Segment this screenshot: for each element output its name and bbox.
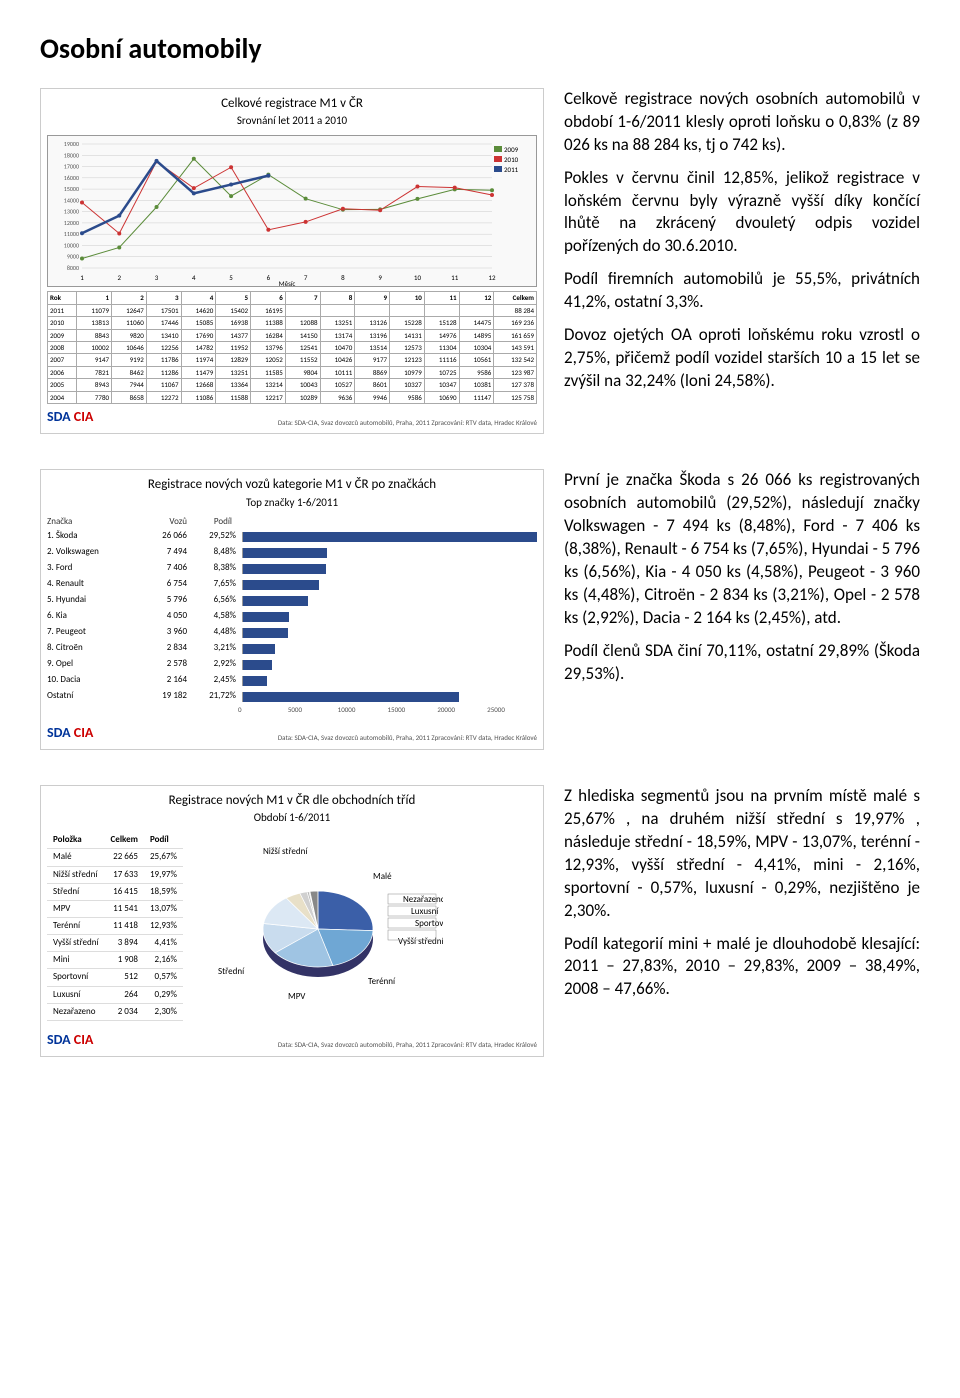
svg-text:13000: 13000 bbox=[64, 208, 79, 216]
svg-text:Terénní: Terénní bbox=[368, 976, 396, 987]
svg-text:18000: 18000 bbox=[64, 151, 79, 159]
text-column-3: Z hlediska segmentů jsou na prvním místě… bbox=[564, 785, 920, 1011]
bar-row: 1. Škoda 26 066 29,52% bbox=[47, 529, 537, 545]
para-8: Podíl kategorií mini + malé je dlouhodob… bbox=[564, 933, 920, 1002]
svg-text:2011: 2011 bbox=[504, 165, 519, 174]
svg-text:5: 5 bbox=[229, 273, 233, 282]
bar-header: Značka Vozů Podíl bbox=[47, 516, 537, 528]
para-4: Dovoz ojetých OA oproti loňskému roku vz… bbox=[564, 324, 920, 393]
svg-text:14000: 14000 bbox=[64, 197, 79, 205]
text-column-2: První je značka Škoda s 26 066 ks regist… bbox=[564, 469, 920, 695]
pie-chart-svg: Nižší střední Malé NezařazenoLuxusníSporto… bbox=[193, 834, 443, 1014]
bar-row: 2. Volkswagen 7 494 8,48% bbox=[47, 545, 537, 561]
fig1-credit: Data: SDA-CIA, Svaz dovozců automobilů, … bbox=[278, 418, 537, 427]
fig2-title: Registrace nových vozů kategorie M1 v ČR… bbox=[47, 476, 537, 494]
bar-row: 5. Hyundai 5 796 6,56% bbox=[47, 593, 537, 609]
svg-text:10: 10 bbox=[414, 273, 422, 282]
svg-text:17000: 17000 bbox=[64, 163, 79, 171]
fig3-subtitle: Období 1-6/2011 bbox=[47, 811, 537, 826]
para-7: Z hlediska segmentů jsou na prvním místě… bbox=[564, 785, 920, 923]
pie-wrap: PoložkaCelkemPodílMalé22 66525,67%Nižší … bbox=[47, 832, 537, 1021]
para-1: Celkově registrace nových osobních autom… bbox=[564, 88, 920, 157]
fig3-credit: Data: SDA-CIA, Svaz dovozců automobilů, … bbox=[278, 1040, 537, 1049]
fig2-subtitle: Top značky 1-6/2011 bbox=[47, 496, 537, 511]
svg-text:Střední: Střední bbox=[218, 966, 245, 977]
fig3-title: Registrace nových M1 v ČR dle obchodních… bbox=[47, 792, 537, 810]
svg-text:MPV: MPV bbox=[288, 991, 306, 1002]
svg-text:10000: 10000 bbox=[64, 242, 79, 250]
bar-row: 3. Ford 7 406 8,38% bbox=[47, 561, 537, 577]
svg-text:2009: 2009 bbox=[504, 145, 519, 154]
line-chart-area: 8000900010000110001200013000140001500016… bbox=[47, 135, 537, 287]
svg-text:6: 6 bbox=[267, 273, 271, 282]
bar-row: 4. Renault 6 754 7,65% bbox=[47, 577, 537, 593]
para-5: První je značka Škoda s 26 066 ks regist… bbox=[564, 469, 920, 630]
svg-text:19000: 19000 bbox=[64, 140, 79, 148]
svg-text:9000: 9000 bbox=[67, 253, 79, 261]
svg-text:2: 2 bbox=[117, 273, 121, 282]
svg-text:8000: 8000 bbox=[67, 264, 79, 272]
svg-text:11: 11 bbox=[451, 273, 459, 282]
section-bar-chart: Registrace nových vozů kategorie M1 v ČR… bbox=[40, 469, 920, 750]
svg-text:12000: 12000 bbox=[64, 219, 79, 227]
bar-row: 9. Opel 2 578 2,92% bbox=[47, 657, 537, 673]
section-line-chart: Celkové registrace M1 v ČR Srovnání let … bbox=[40, 88, 920, 434]
svg-text:Sportovní: Sportovní bbox=[415, 918, 443, 929]
bar-row: 10. Dacia 2 164 2,45% bbox=[47, 673, 537, 689]
page-title: Osobní automobily bbox=[40, 30, 920, 68]
fig1-subtitle: Srovnání let 2011 a 2010 bbox=[47, 114, 537, 129]
svg-text:9: 9 bbox=[378, 273, 382, 282]
figure-bar-chart: Registrace nových vozů kategorie M1 v ČR… bbox=[40, 469, 544, 750]
svg-text:11000: 11000 bbox=[64, 230, 79, 238]
svg-text:8: 8 bbox=[341, 273, 345, 282]
para-6: Podíl členů SDA činí 70,11%, ostatní 29,… bbox=[564, 640, 920, 686]
section-pie-chart: Registrace nových M1 v ČR dle obchodních… bbox=[40, 785, 920, 1057]
fig1-title: Celkové registrace M1 v ČR bbox=[47, 95, 537, 113]
text-column-1: Celkově registrace nových osobních autom… bbox=[564, 88, 920, 403]
svg-text:2010: 2010 bbox=[504, 155, 519, 164]
figure-pie-chart: Registrace nových M1 v ČR dle obchodních… bbox=[40, 785, 544, 1057]
bar-row: 7. Peugeot 3 960 4,48% bbox=[47, 625, 537, 641]
bar-list: 1. Škoda 26 066 29,52% 2. Volkswagen 7 4… bbox=[47, 529, 537, 705]
svg-text:16000: 16000 bbox=[64, 174, 79, 182]
bar-row: 8. Citroën 2 834 3,21% bbox=[47, 641, 537, 657]
svg-text:Nižší střední: Nižší střední bbox=[263, 846, 308, 857]
fig1-data-table: Rok123456789101112Celkem2011110791264717… bbox=[47, 291, 537, 404]
svg-text:7: 7 bbox=[304, 273, 308, 282]
line-chart-svg: 8000900010000110001200013000140001500016… bbox=[48, 136, 536, 286]
svg-text:Nezařazeno: Nezařazeno bbox=[403, 894, 443, 905]
fig2-credit: Data: SDA-CIA, Svaz dovozců automobilů, … bbox=[278, 733, 537, 742]
para-3: Podíl firemních automobilů je 55,5%, pri… bbox=[564, 268, 920, 314]
pie-box: Nižší střední Malé NezařazenoLuxusníSporto… bbox=[193, 834, 537, 1018]
bar-axis: 0500010000150002000025000 bbox=[238, 705, 537, 714]
svg-text:Malé: Malé bbox=[373, 871, 392, 882]
segment-table: PoložkaCelkemPodílMalé22 66525,67%Nižší … bbox=[47, 832, 183, 1021]
svg-text:Měsíc: Měsíc bbox=[279, 279, 296, 286]
svg-text:4: 4 bbox=[192, 273, 196, 282]
svg-text:Luxusní: Luxusní bbox=[411, 906, 439, 917]
figure-line-chart: Celkové registrace M1 v ČR Srovnání let … bbox=[40, 88, 544, 434]
svg-text:3: 3 bbox=[155, 273, 159, 282]
para-2: Pokles v červnu činil 12,85%, jelikož re… bbox=[564, 167, 920, 259]
bar-row: Ostatní 19 182 21,72% bbox=[47, 689, 537, 705]
svg-text:12: 12 bbox=[488, 273, 496, 282]
sda-logo: SDA CIA bbox=[47, 1031, 93, 1050]
sda-logo: SDA CIA bbox=[47, 408, 93, 427]
svg-text:15000: 15000 bbox=[64, 185, 79, 193]
svg-text:1: 1 bbox=[80, 273, 84, 282]
bar-row: 6. Kia 4 050 4,58% bbox=[47, 609, 537, 625]
sda-logo: SDA CIA bbox=[47, 724, 93, 743]
